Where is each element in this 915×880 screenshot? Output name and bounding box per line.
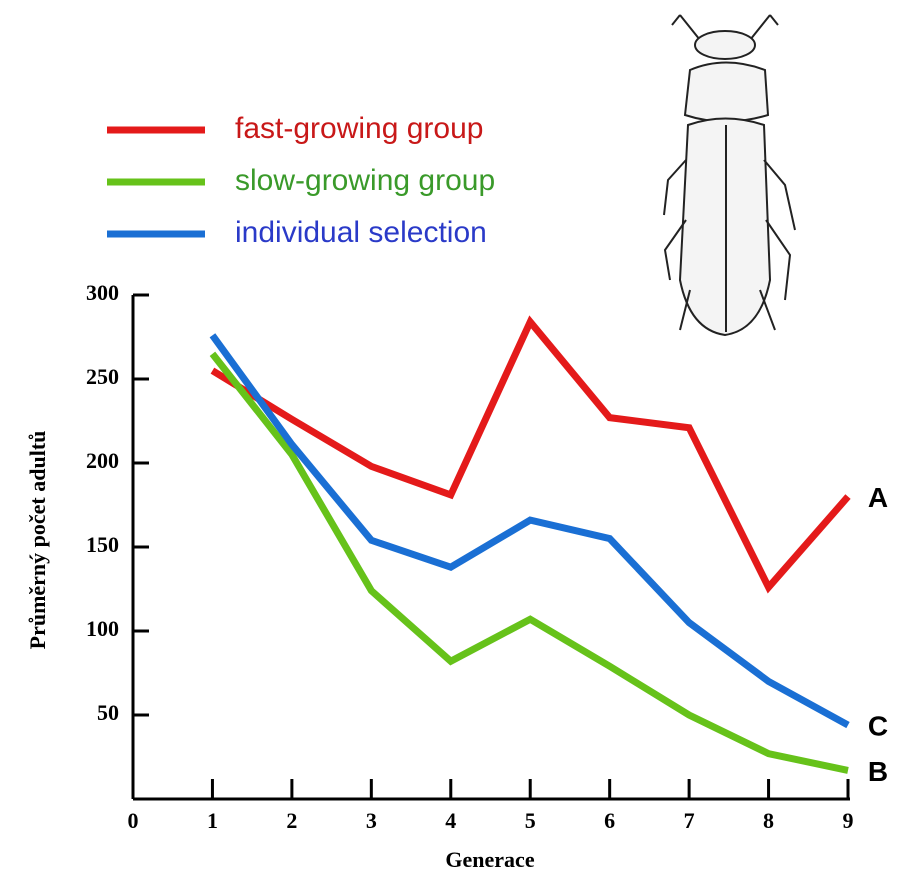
x-tick-label: 7 (684, 808, 695, 833)
y-tick-label: 150 (86, 532, 119, 557)
end-label: C (868, 710, 888, 741)
legend-label: fast-growing group (235, 112, 483, 145)
x-tick-label: 2 (286, 808, 297, 833)
x-tick-label: 6 (604, 808, 615, 833)
legend-label: individual selection (235, 216, 487, 249)
legend-label: slow-growing group (235, 164, 495, 197)
x-axis-label: Generace (445, 847, 534, 872)
x-tick-label: 4 (445, 808, 456, 833)
y-tick-label: 250 (86, 364, 119, 389)
x-tick-label: 1 (207, 808, 218, 833)
y-tick-label: 300 (86, 280, 119, 305)
x-tick-label: 5 (525, 808, 536, 833)
chart: Generace Průměrný počet adultů 501001502… (0, 0, 915, 880)
y-tick-label: 100 (86, 616, 119, 641)
x-tick-label: 9 (843, 808, 854, 833)
x-tick-label: 8 (763, 808, 774, 833)
series-line (212, 322, 848, 587)
y-tick-label: 50 (97, 700, 119, 725)
x-tick-label: 0 (128, 808, 139, 833)
end-label: A (868, 482, 888, 513)
beetle-illustration (664, 15, 795, 335)
series-line (212, 335, 848, 725)
end-label: B (868, 756, 888, 787)
x-tick-label: 3 (366, 808, 377, 833)
y-axis-label: Průměrný počet adultů (25, 431, 50, 650)
y-tick-label: 200 (86, 448, 119, 473)
